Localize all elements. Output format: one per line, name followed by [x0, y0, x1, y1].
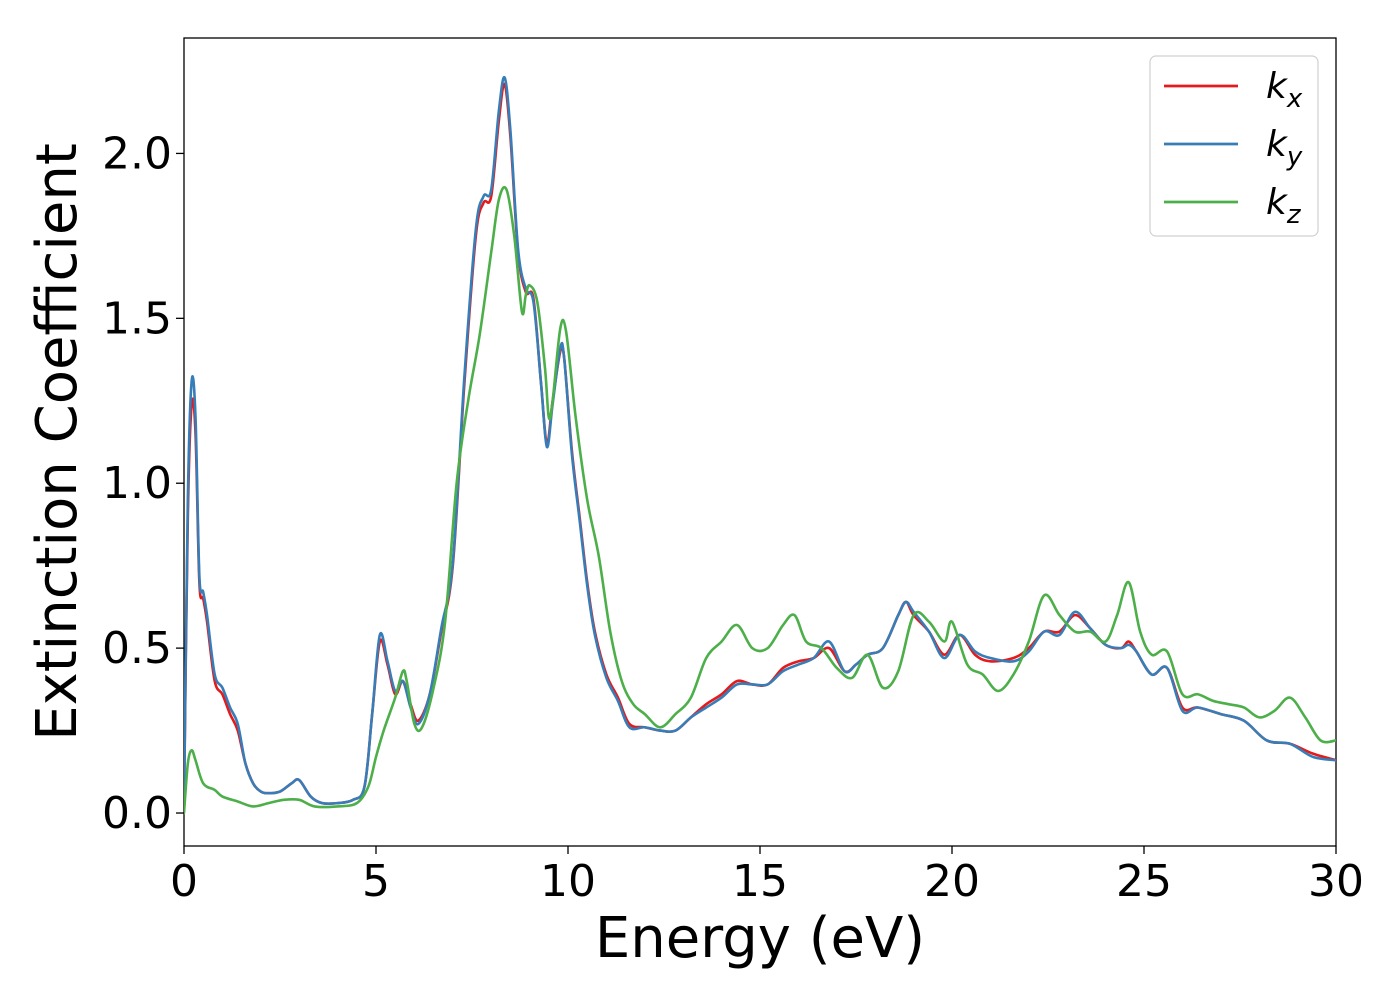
legend-label-main: k [1266, 66, 1289, 107]
y-tick-label: 0.5 [102, 623, 172, 674]
x-axis: 0 5 10 15 20 25 30 [170, 846, 1364, 907]
series-line-ky [184, 75, 1336, 808]
legend-label-main: k [1266, 124, 1289, 165]
series-layer [184, 75, 1336, 815]
series-line-kz [184, 185, 1336, 815]
x-tick-label: 5 [362, 856, 390, 907]
legend-label-kx: kx [1266, 66, 1303, 114]
y-axis-title: Extinction Coefficient [25, 143, 90, 741]
y-tick-label: 2.0 [102, 128, 172, 179]
x-tick-label: 30 [1308, 856, 1364, 907]
y-axis: 0.0 0.5 1.0 1.5 2.0 [102, 128, 184, 839]
legend-frame [1149, 55, 1319, 237]
y-tick-label: 1.0 [102, 458, 172, 509]
legend-label-subscript: z [1286, 200, 1302, 230]
x-tick-label: 10 [540, 856, 596, 907]
legend-label-main: k [1266, 182, 1289, 223]
y-tick-label: 1.5 [102, 293, 172, 344]
x-axis-title: Energy (eV) [595, 906, 925, 971]
legend-label-subscript: x [1286, 84, 1303, 114]
x-tick-label: 20 [924, 856, 980, 907]
x-tick-label: 25 [1116, 856, 1172, 907]
legend-label-ky: ky [1266, 124, 1303, 172]
x-tick-label: 0 [170, 856, 198, 907]
legend-label-kz: kz [1266, 182, 1302, 230]
y-tick-label: 0.0 [102, 788, 172, 839]
legend-label-subscript: y [1286, 142, 1303, 172]
x-tick-label: 15 [732, 856, 788, 907]
